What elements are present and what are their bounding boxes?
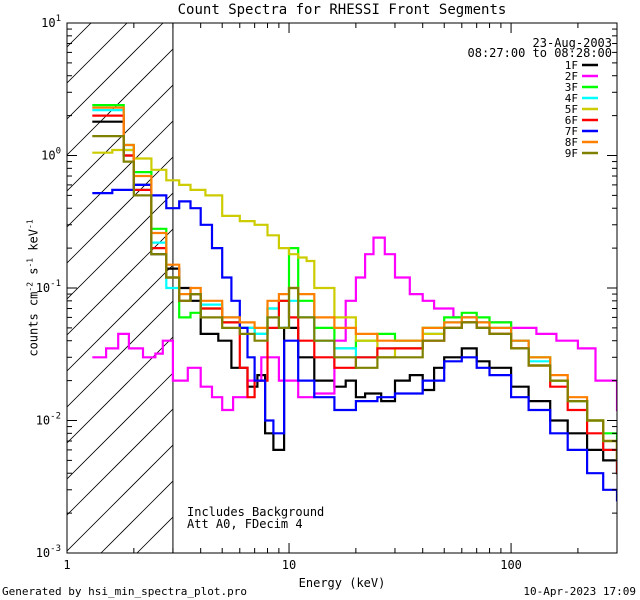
hatch-line [67, 23, 164, 120]
y-axis-label: counts cm-2 s-1 keV-1 [25, 219, 41, 357]
legend-label-4f: 4F [565, 92, 578, 105]
hatch-line [67, 300, 174, 408]
note-attenuator: Att A0, FDecim 4 [187, 517, 303, 531]
hatch-line [67, 84, 174, 192]
hatch-line [67, 156, 174, 264]
legend-label-1f: 1F [565, 59, 578, 72]
legend-label-2f: 2F [565, 70, 578, 83]
legend-label-8f: 8F [565, 136, 578, 149]
legend-label-5f: 5F [565, 103, 578, 116]
hatch-line [67, 48, 174, 156]
series-9f [92, 135, 617, 462]
legend-label-7f: 7F [565, 125, 578, 138]
x-tick-label: 100 [500, 558, 522, 572]
legend-label-6f: 6F [565, 114, 578, 127]
series-7f [92, 183, 617, 502]
footer-generated-by: Generated by hsi_min_spectra_plot.pro [2, 585, 248, 598]
hatch-line [67, 372, 174, 480]
date-label: 23-Aug-2003 [532, 36, 612, 50]
series-layer [92, 104, 617, 502]
time-range-label: 08:27:00 to 08:28:00 [467, 46, 613, 60]
series-1f [92, 120, 617, 475]
y-tick-label: 10-2 [36, 412, 61, 428]
y-tick-label: 101 [41, 14, 61, 30]
y-tick-label: 100 [41, 147, 61, 163]
hatch-line [67, 23, 92, 48]
series-5f [92, 148, 617, 462]
hatch-line [67, 264, 174, 372]
legend-label-3f: 3F [565, 81, 578, 94]
y-tick-label: 10-3 [36, 544, 61, 560]
hatch-line [67, 444, 174, 552]
hatch-line [67, 228, 174, 336]
note-background: Includes Background [187, 505, 325, 519]
x-tick-label: 10 [282, 558, 296, 572]
hatch-line [67, 23, 128, 84]
y-tick-label: 10-1 [36, 279, 61, 295]
series-8f [92, 106, 617, 462]
hatch-line [67, 408, 174, 516]
hatch-line [100, 480, 174, 553]
legend-label-9f: 9F [565, 147, 578, 160]
footer-timestamp: 10-Apr-2023 17:09 [523, 585, 636, 598]
hatched-region [67, 23, 174, 553]
axes: 1 10 100 10-3 10-2 10-1 100 101 [36, 14, 618, 572]
x-tick-label: 1 [63, 558, 70, 572]
hatch-line [67, 120, 174, 228]
hatch-line [67, 192, 174, 300]
x-axis-label: Energy (keV) [298, 576, 386, 590]
chart-title: Count Spectra for RHESSI Front Segments [177, 2, 507, 18]
hatch-line [136, 516, 174, 553]
